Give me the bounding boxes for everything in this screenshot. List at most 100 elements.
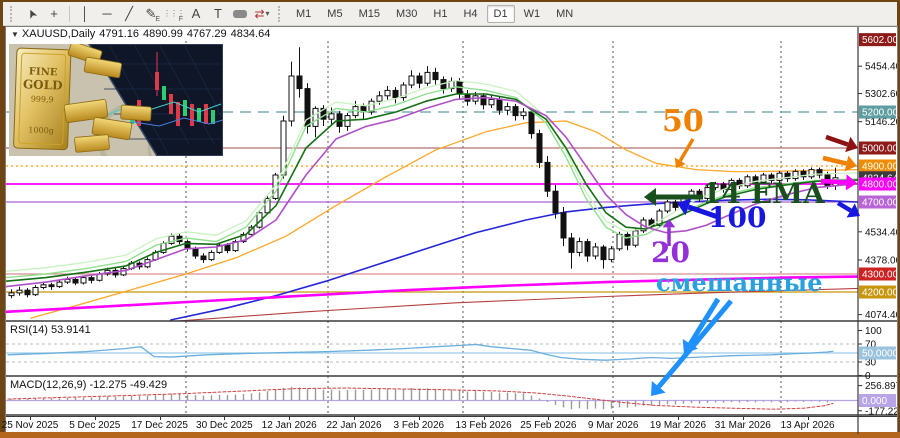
time-tick bbox=[483, 417, 485, 420]
price-badge-label: 4700.00 bbox=[862, 198, 897, 209]
candle-body bbox=[536, 133, 543, 163]
vertical-line-icon[interactable]: │ bbox=[80, 6, 90, 21]
price-badge bbox=[859, 177, 896, 191]
time-label: 12 Jan 2026 bbox=[261, 420, 317, 431]
candle-body bbox=[200, 255, 207, 261]
chart-canvas[interactable]: 5454.40 5302.60 5146.20 4534.40 4378.00 4074.… bbox=[6, 27, 897, 434]
price-badge bbox=[859, 33, 896, 47]
candle-body bbox=[80, 277, 87, 284]
close-value: 4834.64 bbox=[230, 28, 271, 40]
high-value: 4890.99 bbox=[143, 28, 183, 40]
gold-bar-large: FINE GOLD 999,9 1000g bbox=[13, 47, 72, 151]
timeframe-W1[interactable]: W1 bbox=[523, 7, 541, 20]
gold-photo-inset: FINE GOLD 999,9 1000g bbox=[9, 44, 223, 156]
equidistant-channel-icon[interactable]: ✎ E bbox=[145, 5, 160, 23]
drawing-tools-group: ➤ + │ ─ ╱ ✎ E ⋮⋮⋮ F A T ⇄ ▾ bbox=[21, 3, 273, 25]
time-label: 9 Mar 2026 bbox=[587, 420, 639, 431]
candle-body bbox=[24, 289, 31, 296]
timeframe-M30[interactable]: M30 bbox=[395, 7, 418, 20]
candle-body bbox=[16, 289, 23, 294]
toolbar-drag-handle[interactable] bbox=[10, 5, 16, 22]
low-value: 4767.29 bbox=[186, 28, 227, 40]
arrows-icon[interactable]: ⇄ ▾ bbox=[254, 6, 270, 21]
time-tick bbox=[548, 417, 550, 420]
time-label: 13 Feb 2026 bbox=[455, 420, 512, 431]
price-tick: 5146.20 bbox=[865, 117, 897, 128]
toolbar-drag-handle-2[interactable] bbox=[278, 5, 284, 22]
ma-ema-pale bbox=[6, 79, 858, 272]
macd-pane[interactable] bbox=[6, 386, 858, 410]
trendline-icon[interactable]: ╱ bbox=[125, 5, 133, 21]
macd-indicator-label: MACD(12,26,9) -12.275 -49.429 bbox=[10, 379, 168, 391]
candle-body bbox=[328, 113, 335, 120]
candle-body bbox=[816, 169, 823, 176]
time-tick bbox=[224, 417, 226, 420]
rsi-pane[interactable] bbox=[6, 343, 858, 363]
timeframe-D1[interactable]: D1 bbox=[486, 4, 515, 23]
price-badge bbox=[859, 285, 896, 299]
timeframe-H1[interactable]: H1 bbox=[433, 7, 448, 20]
crosshair-icon[interactable]: + bbox=[50, 6, 58, 21]
candle-body bbox=[768, 174, 775, 181]
ma-sma100 bbox=[170, 198, 858, 321]
time-label: 25 Nov 2025 bbox=[1, 420, 59, 431]
time-tick bbox=[30, 417, 31, 420]
rectangle-icon[interactable] bbox=[229, 3, 251, 25]
time-tick bbox=[159, 417, 161, 420]
price-tick: 4378.00 bbox=[865, 255, 897, 266]
rsi-tick: 70 bbox=[865, 340, 877, 351]
price-badge bbox=[859, 267, 896, 281]
timeframe-M5[interactable]: M5 bbox=[327, 7, 343, 20]
candle-body bbox=[376, 95, 383, 102]
svg-text:FINE: FINE bbox=[29, 66, 58, 78]
candle-body bbox=[600, 246, 607, 261]
price-axis[interactable]: 5454.40 5302.60 5146.20 4534.40 4378.00 4074.… bbox=[858, 33, 897, 417]
candle-body bbox=[504, 106, 511, 111]
price-badge-label: 4300.00 bbox=[862, 270, 897, 281]
fibonacci-icon[interactable]: ⋮⋮⋮ F bbox=[163, 9, 185, 23]
candle-body bbox=[528, 111, 535, 135]
candle-body bbox=[416, 75, 423, 84]
time-label: 22 Jan 2026 bbox=[326, 420, 382, 431]
collapse-icon[interactable]: ▼ bbox=[11, 30, 19, 39]
candle-body bbox=[576, 241, 583, 253]
chart-window[interactable]: ▼ XAUUSD,Daily 4791.16 4890.99 4767.29 4834.6… bbox=[2, 26, 898, 435]
horizontal-line-icon[interactable]: ─ bbox=[102, 6, 112, 21]
cursor-icon[interactable]: ➤ bbox=[23, 5, 41, 22]
ann-mixed: смешанные bbox=[656, 268, 823, 297]
macd-tick: -177.222 bbox=[865, 406, 897, 417]
ma-sma20 bbox=[6, 96, 858, 288]
text-label-icon[interactable]: T bbox=[214, 6, 222, 21]
window-frame-bottom bbox=[0, 432, 900, 438]
time-tick bbox=[94, 417, 96, 420]
candle-body bbox=[168, 235, 175, 244]
candle-body bbox=[632, 230, 639, 246]
rsi-level-badge bbox=[859, 346, 896, 360]
timeframe-M1[interactable]: M1 bbox=[296, 7, 312, 20]
candle-body bbox=[616, 233, 623, 250]
candle-body bbox=[560, 212, 567, 239]
ma-ema14 bbox=[6, 93, 858, 282]
gold-photo-graphic: FINE GOLD 999,9 1000g bbox=[9, 44, 223, 156]
time-tick bbox=[742, 417, 744, 420]
timeframe-H4[interactable]: H4 bbox=[463, 7, 478, 20]
price-badge bbox=[859, 141, 896, 155]
candle-body bbox=[280, 120, 287, 176]
candle-body bbox=[304, 88, 311, 127]
candle-body bbox=[792, 170, 799, 180]
ma-sma50 bbox=[30, 120, 858, 319]
ann-20: 20 bbox=[651, 236, 690, 269]
candle-body bbox=[496, 98, 503, 111]
main-pane[interactable] bbox=[6, 40, 858, 333]
text-icon[interactable]: A bbox=[191, 6, 201, 21]
time-axis[interactable]: 25 Nov 2025 5 Dec 2025 17 Dec 2025 30 Dec 2… bbox=[2, 417, 858, 434]
ann-50: 50 bbox=[662, 104, 704, 139]
candle-body bbox=[408, 75, 415, 86]
timeframe-M15[interactable]: M15 bbox=[358, 7, 380, 20]
candle-body bbox=[224, 244, 231, 252]
time-label: 31 Mar 2026 bbox=[714, 420, 771, 431]
timeframe-MN[interactable]: MN bbox=[556, 7, 574, 20]
svg-text:GOLD: GOLD bbox=[23, 77, 63, 92]
candle-body bbox=[656, 210, 663, 226]
rsi-line bbox=[7, 343, 834, 361]
